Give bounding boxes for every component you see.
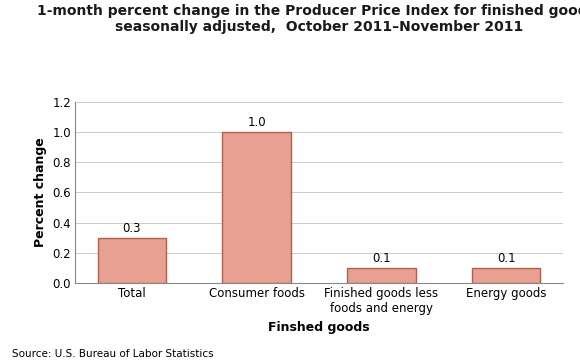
Bar [222, 132, 291, 283]
Text: 1-month percent change in the Producer Price Index for finished goods,
seasonall: 1-month percent change in the Producer P… [37, 4, 580, 34]
Text: 0.3: 0.3 [122, 222, 141, 235]
Text: 0.1: 0.1 [497, 252, 516, 265]
Bar [472, 268, 541, 283]
Text: Source: U.S. Bureau of Labor Statistics: Source: U.S. Bureau of Labor Statistics [12, 349, 213, 359]
Bar [347, 268, 416, 283]
Bar [97, 238, 166, 283]
Text: 0.1: 0.1 [372, 252, 391, 265]
X-axis label: Finshed goods: Finshed goods [268, 321, 370, 334]
Y-axis label: Percent change: Percent change [34, 138, 47, 247]
Text: 1.0: 1.0 [247, 116, 266, 129]
